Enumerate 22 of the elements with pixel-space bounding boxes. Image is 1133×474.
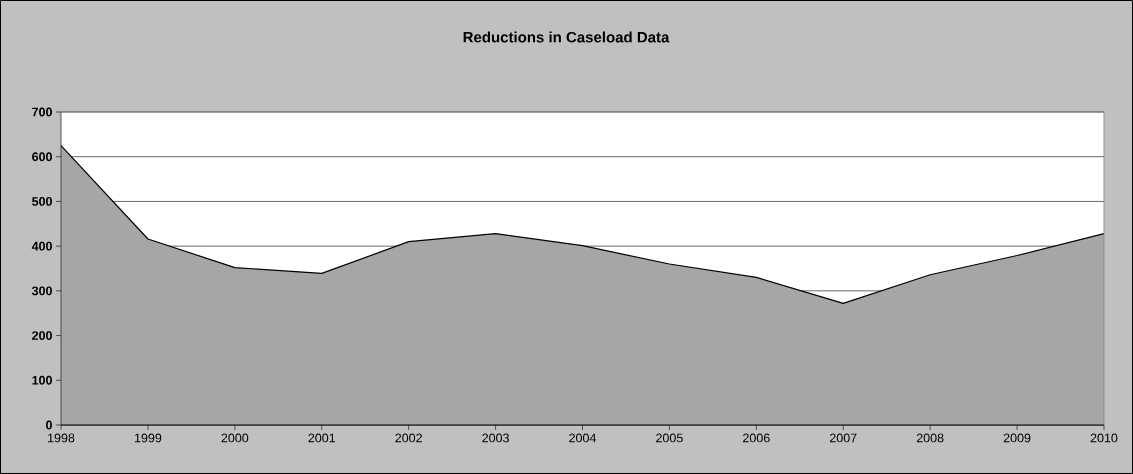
y-tick-label: 0: [46, 420, 52, 430]
x-tick-label: 2005: [656, 433, 683, 443]
x-tick-label: 2008: [916, 433, 944, 443]
x-tick-label: 2006: [743, 433, 770, 443]
x-tick-label: 2004: [569, 433, 597, 443]
y-tick-label: 100: [32, 375, 52, 385]
x-tick-label: 2002: [395, 433, 422, 443]
x-tick-label: 2010: [1090, 433, 1118, 443]
x-tick-label: 2000: [221, 433, 249, 443]
x-tick-label: 2003: [482, 433, 509, 443]
x-tick-label: 1999: [134, 433, 162, 443]
y-tick-label: 500: [32, 197, 52, 206]
x-tick-label: 2001: [308, 433, 336, 443]
y-tick-label: 600: [32, 152, 52, 162]
x-tick-label: 2009: [1003, 433, 1031, 443]
y-tick-label: 200: [32, 331, 52, 340]
x-tick-label: 2007: [829, 433, 857, 443]
y-tick-label: 400: [31, 241, 52, 251]
chart-title: Reductions in Caseload Data: [463, 31, 670, 43]
x-tick-label: 1998: [48, 433, 75, 443]
y-tick-label: 700: [32, 107, 52, 117]
y-tick-label: 300: [31, 286, 52, 296]
